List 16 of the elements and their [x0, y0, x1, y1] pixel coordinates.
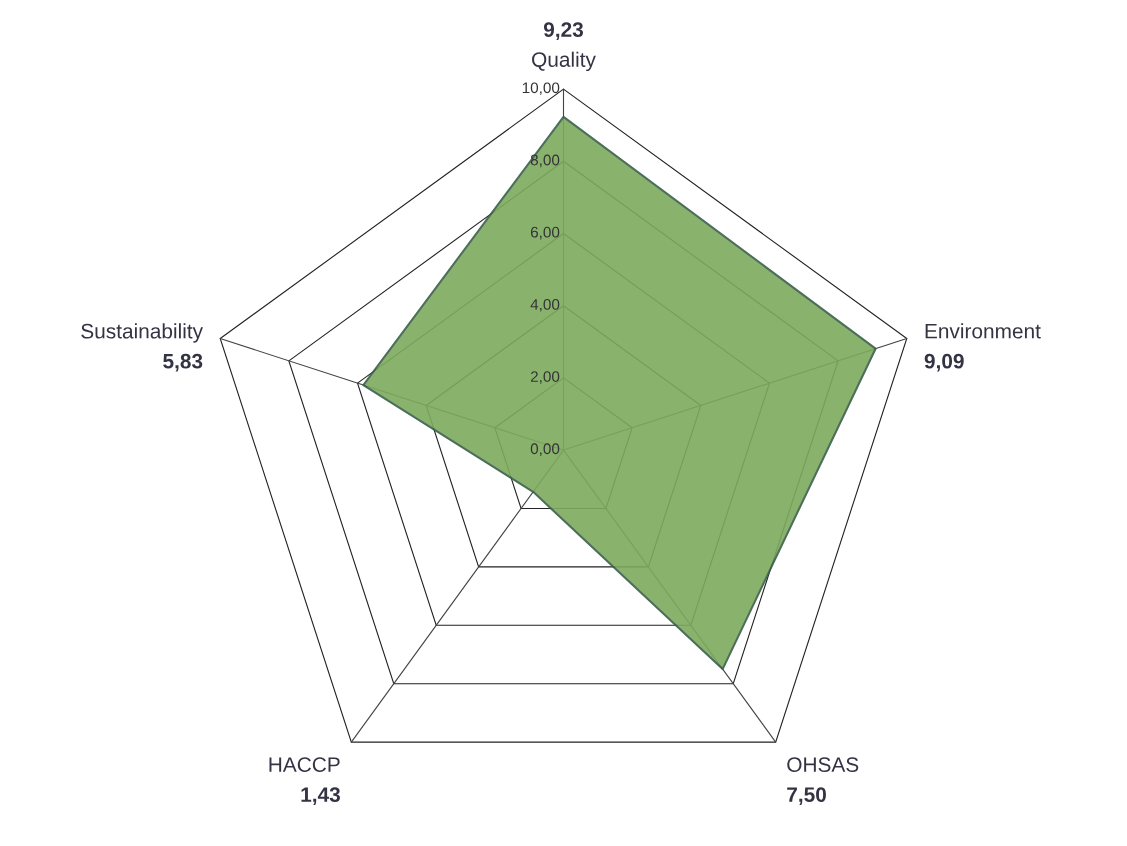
y-tick-label: 0,00 [530, 443, 560, 456]
text: 1,43 [301, 787, 340, 806]
text: 9,23 [543, 22, 584, 40]
text: 9,09 [924, 353, 964, 372]
spoke-label: Sustainability [81, 323, 204, 343]
spoke-label: Quality [532, 51, 596, 72]
text: 7,50 [787, 787, 826, 806]
y-tick-label: 6,00 [530, 226, 560, 240]
y-tick-label: 10,00 [522, 82, 560, 96]
spoke-label: OHSAS [787, 757, 859, 772]
y-tick-label: 4,00 [530, 298, 560, 312]
y-tick-label: 2,00 [530, 371, 560, 384]
text: 5,83 [163, 353, 203, 372]
spoke-label: HACCP [269, 757, 340, 772]
spoke-label: Environment [925, 323, 1041, 339]
y-tick-label: 8,00 [530, 154, 560, 168]
